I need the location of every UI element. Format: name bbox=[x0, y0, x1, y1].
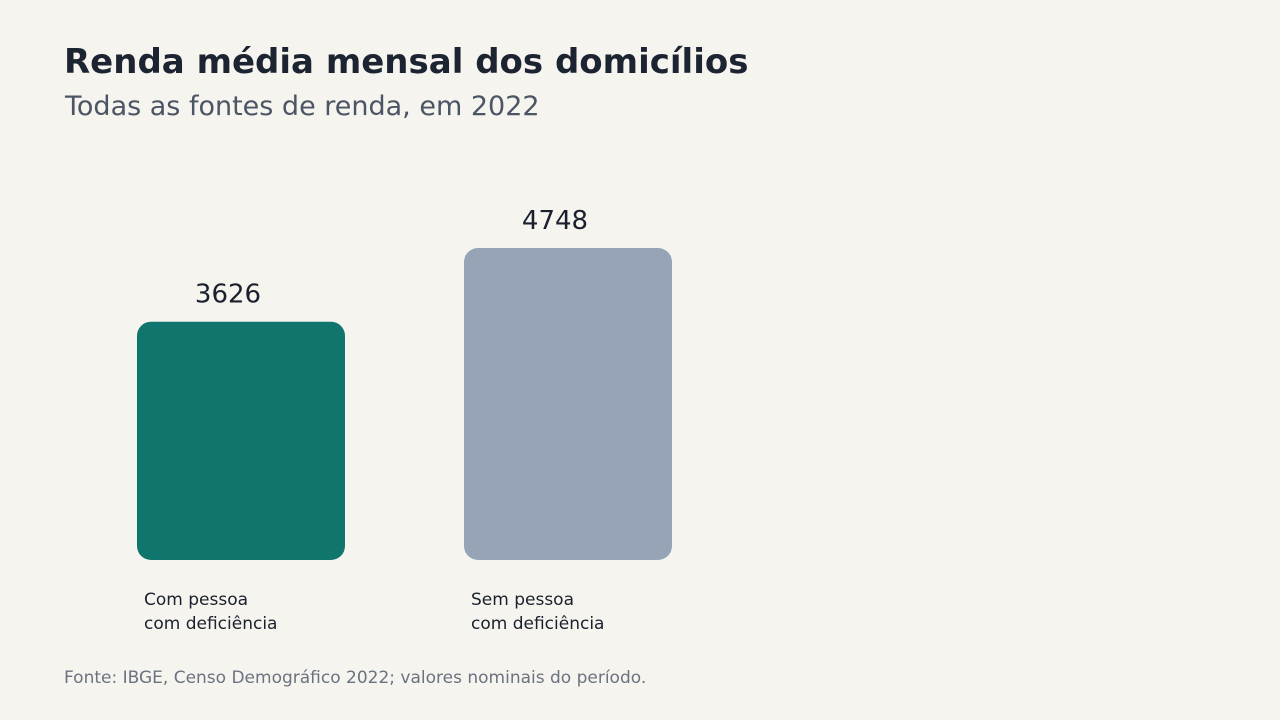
bar-value-label-1: 3626 bbox=[195, 280, 261, 310]
chart-subtitle: Todas as fontes de renda, em 2022 bbox=[65, 91, 540, 122]
bars-layer: 3626 Com pessoa com deficiência 4748 Sem pes… bbox=[137, 206, 672, 634]
category-label-1: Com pessoa com deficiência bbox=[144, 590, 277, 634]
category-label-line: com deficiência bbox=[471, 614, 604, 634]
bar-2 bbox=[464, 248, 672, 560]
chart-title: Renda média mensal dos domicílios bbox=[64, 42, 749, 82]
category-label-line: Sem pessoa bbox=[471, 590, 574, 610]
source-note: Fonte: IBGE, Censo Demográfico 2022; val… bbox=[64, 668, 647, 688]
bar-value-label-2: 4748 bbox=[522, 206, 588, 236]
category-label-line: com deficiência bbox=[144, 614, 277, 634]
bar-1 bbox=[137, 321, 345, 560]
category-label-2: Sem pessoa com deficiência bbox=[471, 590, 604, 634]
category-label-line: Com pessoa bbox=[144, 590, 248, 610]
